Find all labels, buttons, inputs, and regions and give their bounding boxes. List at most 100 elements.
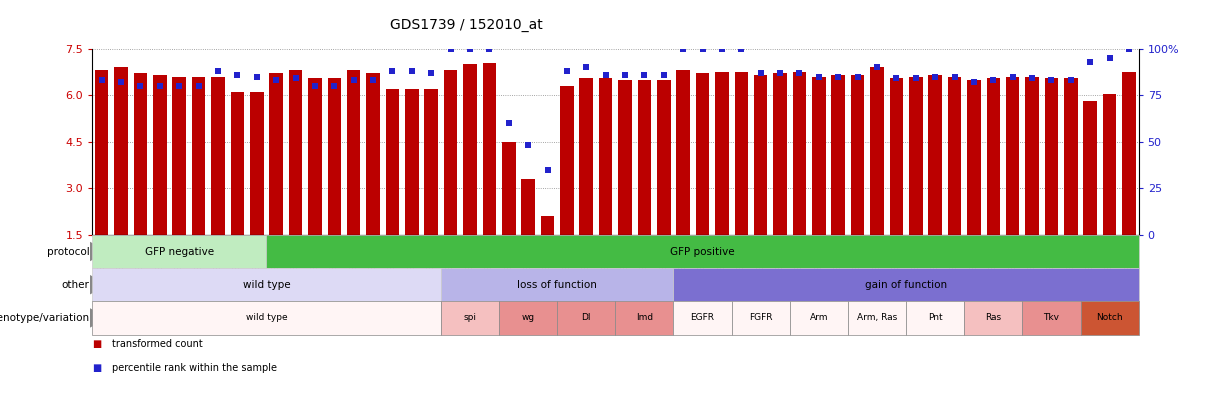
- Point: [363, 77, 383, 83]
- Bar: [656, 80, 671, 235]
- Bar: [173, 77, 187, 235]
- Point: [615, 71, 634, 78]
- Bar: [250, 92, 264, 235]
- Point: [383, 68, 402, 74]
- Bar: [1064, 78, 1077, 235]
- Text: spi: spi: [464, 313, 476, 322]
- Point: [150, 83, 169, 89]
- Bar: [463, 64, 477, 235]
- Text: Dl: Dl: [582, 313, 591, 322]
- Bar: [1026, 77, 1039, 235]
- Point: [518, 142, 537, 149]
- Text: Notch: Notch: [1096, 313, 1123, 322]
- Point: [189, 83, 209, 89]
- Bar: [773, 73, 787, 235]
- Point: [130, 83, 150, 89]
- Bar: [211, 77, 225, 235]
- Bar: [153, 75, 167, 235]
- Point: [557, 68, 577, 74]
- Text: wild type: wild type: [243, 280, 291, 290]
- Point: [693, 45, 713, 52]
- Point: [266, 77, 286, 83]
- Point: [306, 83, 325, 89]
- Bar: [308, 78, 321, 235]
- Bar: [288, 70, 302, 235]
- Polygon shape: [90, 308, 108, 328]
- Text: ■: ■: [92, 339, 102, 349]
- Point: [712, 45, 731, 52]
- Text: GFP negative: GFP negative: [145, 247, 213, 256]
- Bar: [967, 80, 980, 235]
- Bar: [1103, 94, 1117, 235]
- Text: other: other: [61, 280, 90, 290]
- Point: [1042, 77, 1061, 83]
- Text: Pnt: Pnt: [928, 313, 942, 322]
- Bar: [696, 73, 709, 235]
- Point: [209, 68, 228, 74]
- Bar: [347, 70, 361, 235]
- Bar: [947, 77, 961, 235]
- Polygon shape: [90, 241, 108, 262]
- Bar: [676, 70, 690, 235]
- Point: [596, 71, 616, 78]
- Bar: [114, 67, 128, 235]
- Text: loss of function: loss of function: [518, 280, 598, 290]
- Point: [751, 70, 771, 76]
- Point: [1061, 77, 1081, 83]
- Text: transformed count: transformed count: [112, 339, 202, 349]
- Bar: [599, 78, 612, 235]
- Point: [1002, 73, 1022, 80]
- Text: GFP positive: GFP positive: [670, 247, 735, 256]
- Text: gain of function: gain of function: [865, 280, 947, 290]
- Bar: [832, 75, 845, 235]
- Point: [344, 77, 363, 83]
- Text: EGFR: EGFR: [691, 313, 714, 322]
- Bar: [502, 142, 515, 235]
- Point: [964, 79, 984, 85]
- Point: [654, 71, 674, 78]
- Point: [324, 83, 344, 89]
- Point: [1119, 45, 1139, 52]
- Text: GDS1739 / 152010_at: GDS1739 / 152010_at: [390, 18, 542, 32]
- Bar: [735, 72, 748, 235]
- Point: [731, 45, 751, 52]
- Point: [867, 64, 887, 70]
- Text: lmd: lmd: [636, 313, 653, 322]
- Bar: [890, 78, 903, 235]
- Text: FGFR: FGFR: [748, 313, 773, 322]
- Point: [1022, 75, 1042, 82]
- Bar: [909, 77, 923, 235]
- Point: [1099, 55, 1119, 61]
- Text: wild type: wild type: [245, 313, 287, 322]
- Point: [247, 73, 266, 80]
- Bar: [270, 73, 283, 235]
- Point: [169, 83, 189, 89]
- Bar: [367, 73, 380, 235]
- Text: Ras: Ras: [985, 313, 1001, 322]
- Text: percentile rank within the sample: percentile rank within the sample: [112, 363, 276, 373]
- Polygon shape: [90, 275, 108, 295]
- Bar: [1006, 77, 1020, 235]
- Point: [848, 73, 867, 80]
- Point: [577, 64, 596, 70]
- Bar: [850, 75, 864, 235]
- Point: [286, 75, 306, 82]
- Point: [480, 45, 499, 52]
- Bar: [482, 62, 496, 235]
- Bar: [579, 78, 593, 235]
- Point: [906, 75, 925, 82]
- Bar: [870, 67, 883, 235]
- Bar: [385, 89, 399, 235]
- Bar: [618, 80, 632, 235]
- Point: [112, 79, 131, 85]
- Bar: [328, 78, 341, 235]
- Bar: [541, 216, 555, 235]
- Text: genotype/variation: genotype/variation: [0, 313, 90, 323]
- Point: [945, 73, 964, 80]
- Bar: [134, 73, 147, 235]
- Point: [790, 70, 810, 76]
- Bar: [444, 70, 458, 235]
- Point: [634, 71, 654, 78]
- Point: [925, 73, 945, 80]
- Point: [828, 73, 848, 80]
